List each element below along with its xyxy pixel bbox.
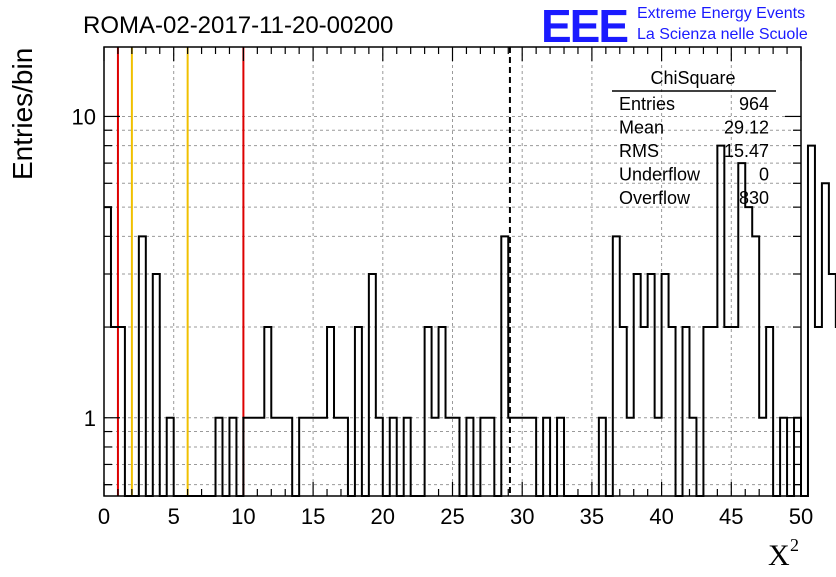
stats-label: RMS xyxy=(619,141,659,161)
stats-box: ChiSquare Entries 964 Mean 29.12 RMS 15.47 Und… xyxy=(612,68,776,208)
x-tick-label: 45 xyxy=(719,504,743,529)
logo-line-2: La Scienza nelle Scuole xyxy=(637,26,808,43)
stats-value: 29.12 xyxy=(724,118,769,138)
axis-tick-labels: 0 5 10 15 20 25 30 35 40 45 50 1 10 xyxy=(72,104,814,529)
x-tick-label: 30 xyxy=(510,504,534,529)
stats-value: 0 xyxy=(759,165,769,185)
logo-line-1: Extreme Energy Events xyxy=(637,5,805,22)
stats-box-title: ChiSquare xyxy=(650,68,735,88)
stats-label: Mean xyxy=(619,118,664,138)
x-tick-label: 5 xyxy=(168,504,180,529)
x-tick-label: 0 xyxy=(98,504,110,529)
grid xyxy=(104,47,801,496)
stats-value: 964 xyxy=(739,94,769,114)
histogram-outline xyxy=(104,144,836,497)
x-axis-label-base: X xyxy=(768,539,790,572)
x-axis-label: X 2 xyxy=(768,535,799,572)
x-axis-label-superscript: 2 xyxy=(790,535,799,555)
x-tick-label: 25 xyxy=(440,504,464,529)
stats-label: Entries xyxy=(619,94,675,114)
x-tick-label: 35 xyxy=(580,504,604,529)
stats-value: 15.47 xyxy=(724,141,769,161)
stats-label: Overflow xyxy=(619,188,691,208)
y-axis-label: Entries/bin xyxy=(7,48,38,180)
x-tick-label: 40 xyxy=(649,504,673,529)
x-tick-label: 15 xyxy=(301,504,325,529)
eee-logo: EEE Extreme Energy Events La Scienza nel… xyxy=(541,0,808,52)
reference-lines xyxy=(116,47,511,496)
stats-label: Underflow xyxy=(619,165,701,185)
x-tick-label: 20 xyxy=(371,504,395,529)
chart-title: ROMA-02-2017-11-20-00200 xyxy=(83,12,393,39)
axis-ticks xyxy=(103,47,802,496)
eee-logo-mark: EEE xyxy=(541,0,627,52)
stats-box-rows: Entries 964 Mean 29.12 RMS 15.47 Underflow 0 Ove… xyxy=(619,94,769,208)
stats-value: 830 xyxy=(739,188,769,208)
y-tick-label: 1 xyxy=(84,406,96,431)
x-tick-label: 50 xyxy=(789,504,813,529)
y-tick-label: 10 xyxy=(72,104,96,129)
x-tick-label: 10 xyxy=(231,504,255,529)
